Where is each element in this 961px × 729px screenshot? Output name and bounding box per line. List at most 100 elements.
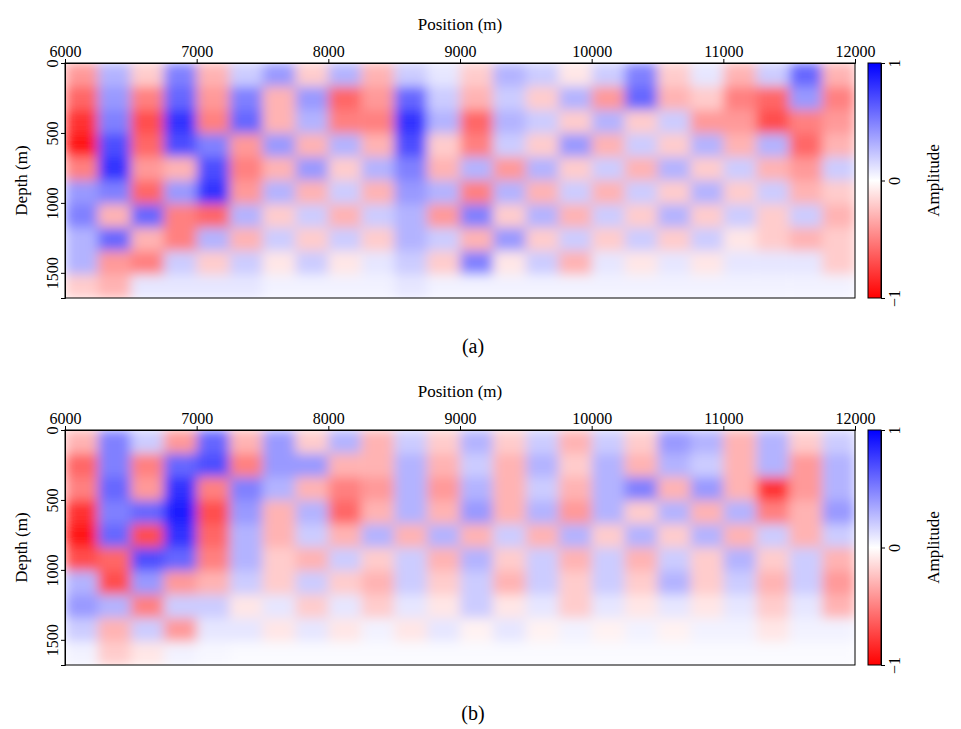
cell: [559, 477, 593, 501]
cell: [789, 275, 823, 299]
cell: [789, 571, 823, 595]
plot-area: [65, 63, 855, 298]
cell: [625, 63, 659, 87]
cell: [197, 571, 231, 595]
cell: [756, 618, 790, 642]
cell: [263, 134, 297, 158]
cell: [493, 618, 527, 642]
tick: 1000: [44, 554, 65, 586]
cell: [756, 501, 790, 525]
cell: [789, 430, 823, 454]
cell: [460, 571, 494, 595]
cell: [361, 157, 395, 181]
cell: [526, 87, 560, 111]
cell: [592, 157, 626, 181]
color-bar: [868, 63, 881, 298]
cell: [460, 501, 494, 525]
cell: [164, 134, 198, 158]
cell: [723, 228, 757, 252]
cell: [493, 275, 527, 299]
cell: [295, 204, 329, 228]
cell: [361, 228, 395, 252]
tick: −1: [881, 657, 903, 674]
cell: [460, 454, 494, 478]
cell: [559, 251, 593, 275]
cell: [65, 87, 99, 111]
cell: [427, 63, 461, 87]
tick-label: 7000: [181, 43, 213, 60]
cell: [394, 501, 428, 525]
cell: [131, 430, 165, 454]
tick: 1000: [44, 187, 65, 219]
cell: [197, 642, 231, 666]
cell: [625, 87, 659, 111]
cell: [427, 181, 461, 205]
cell: [164, 275, 198, 299]
cell: [690, 157, 724, 181]
cell: [559, 110, 593, 134]
cell: [592, 642, 626, 666]
cell: [427, 595, 461, 619]
cell: [65, 430, 99, 454]
cell: [197, 477, 231, 501]
cell: [756, 251, 790, 275]
plot-frame: [65, 63, 855, 298]
tick: 12000: [836, 410, 876, 430]
tick-label: 0: [886, 177, 903, 185]
cell: [658, 157, 692, 181]
cell: [822, 454, 855, 478]
cell: [295, 157, 329, 181]
tick-label: 12000: [836, 43, 876, 60]
cell: [526, 204, 560, 228]
cell: [295, 228, 329, 252]
cell: [164, 548, 198, 572]
cell: [625, 618, 659, 642]
cell: [756, 524, 790, 548]
cell: [658, 548, 692, 572]
cell: [328, 595, 362, 619]
cell: [361, 501, 395, 525]
cell: [658, 595, 692, 619]
cell: [328, 251, 362, 275]
cell: [822, 87, 855, 111]
cell: [98, 430, 132, 454]
cell: [493, 251, 527, 275]
cell: [164, 251, 198, 275]
cell: [493, 110, 527, 134]
cell: [625, 477, 659, 501]
cell: [460, 477, 494, 501]
cell: [789, 251, 823, 275]
cell: [460, 110, 494, 134]
cell: [65, 642, 99, 666]
cell: [230, 228, 264, 252]
cell: [263, 454, 297, 478]
tick: 0: [44, 60, 65, 68]
cell: [658, 63, 692, 87]
plot-background: [65, 63, 855, 298]
cell: [493, 228, 527, 252]
tick-label: 10000: [572, 43, 612, 60]
cell: [394, 524, 428, 548]
cell: [98, 110, 132, 134]
cell: [592, 501, 626, 525]
cell: [328, 454, 362, 478]
cell: [131, 87, 165, 111]
cell: [295, 501, 329, 525]
cell: [559, 275, 593, 299]
tick: 8000: [313, 410, 345, 430]
tick: −1: [881, 290, 903, 307]
cell: [230, 87, 264, 111]
tick: 0: [881, 544, 903, 552]
cells: [65, 430, 855, 665]
cell: [328, 548, 362, 572]
cell: [559, 134, 593, 158]
cell: [164, 228, 198, 252]
cell: [592, 228, 626, 252]
cell: [427, 87, 461, 111]
tick: 1500: [44, 257, 65, 289]
cell: [131, 251, 165, 275]
axis-title: Amplitude: [924, 144, 943, 217]
cell: [493, 501, 527, 525]
cell: [559, 204, 593, 228]
cell: [394, 642, 428, 666]
